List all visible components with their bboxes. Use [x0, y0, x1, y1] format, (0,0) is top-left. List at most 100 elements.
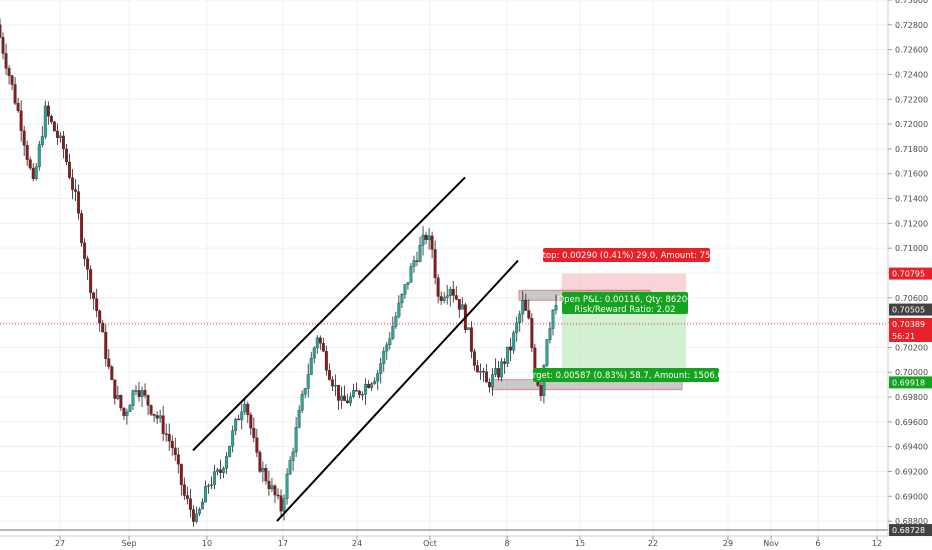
- candle-body: [291, 451, 295, 461]
- candle-body: [500, 361, 504, 378]
- channel-upper-line[interactable]: [192, 176, 466, 452]
- candle-body: [388, 338, 392, 345]
- candle-body: [551, 309, 555, 329]
- price-tag-label: 0.70389: [892, 320, 925, 329]
- pnl-label-bg: [562, 292, 688, 314]
- candle-body: [22, 130, 26, 146]
- candle-body: [409, 266, 413, 283]
- candle-body: [554, 304, 558, 311]
- candle-body: [122, 407, 126, 416]
- candle-body: [37, 144, 41, 167]
- candle-body: [412, 260, 416, 267]
- x-axis: 27 Sep 10 17 24 Oct 8 15 22 29 Nov 6 12: [0, 535, 932, 550]
- candle-body: [400, 294, 404, 304]
- candle-body: [170, 440, 174, 449]
- candle-body: [137, 390, 141, 397]
- candle-body: [58, 135, 62, 138]
- y-tick-label: 0.72200: [895, 95, 928, 104]
- x-tick-label: 17: [278, 539, 288, 548]
- candle-body: [312, 347, 316, 359]
- price-tag: 0.70389: [889, 317, 932, 330]
- candle-body: [83, 242, 87, 259]
- stop-label-bg: [543, 248, 710, 262]
- candle-body: [49, 116, 53, 122]
- x-tick-label: 10: [202, 539, 212, 548]
- candle-body: [406, 282, 410, 285]
- candle-body: [243, 403, 247, 413]
- price-tag: 0.68728: [889, 524, 932, 537]
- y-tick-label: 0.73000: [895, 0, 928, 5]
- candle-body: [361, 394, 365, 396]
- candle-body: [391, 326, 395, 339]
- candle-body: [472, 351, 476, 366]
- candle-body: [442, 297, 446, 301]
- x-tick-label: 8: [504, 539, 509, 548]
- candle-body: [394, 316, 398, 327]
- candle-body: [451, 288, 455, 296]
- price-tag-bg: [889, 376, 932, 389]
- candle-body: [65, 148, 68, 163]
- candle-body: [448, 288, 452, 297]
- candle-body: [324, 351, 328, 371]
- candle-body: [140, 390, 144, 397]
- pnl-label: Open P&L: 0.00116, Qty: 86206Risk/Reward…: [557, 292, 693, 315]
- y-tick-label: 0.70600: [895, 294, 928, 303]
- candle-body: [482, 371, 485, 373]
- candle-body: [355, 390, 359, 392]
- candle-body: [222, 468, 226, 473]
- candle-body: [252, 428, 256, 438]
- candle-body: [264, 467, 268, 482]
- y-tick-label: 0.70000: [895, 368, 928, 377]
- channel-lower-line[interactable]: [276, 259, 519, 522]
- candle-body: [418, 245, 422, 262]
- candle-body: [46, 105, 50, 117]
- candle-body: [367, 383, 371, 388]
- candle-body: [297, 410, 301, 428]
- candle-body: [7, 68, 11, 76]
- candle-body: [382, 350, 386, 364]
- candle-body: [52, 121, 56, 132]
- candle-body: [237, 418, 241, 421]
- position-labels: Stop: 0.00290 (0.41%) 29.0, Amount: 750 O…: [523, 248, 728, 382]
- candle-body: [0, 24, 2, 38]
- candle-body: [77, 191, 81, 214]
- candle-body: [161, 415, 165, 434]
- y-tick-label: 0.72000: [895, 120, 928, 129]
- candle-body: [457, 299, 461, 310]
- candle-body: [424, 234, 428, 240]
- candle-body: [92, 292, 96, 299]
- candle-body: [430, 235, 434, 250]
- candle-body: [364, 383, 368, 395]
- candle-body: [403, 284, 407, 295]
- candle-body: [10, 75, 14, 85]
- y-tick-label: 0.69600: [895, 418, 928, 427]
- candle-body: [521, 300, 525, 315]
- candle-body: [62, 135, 65, 150]
- pnl-label-text: Open P&L: 0.00116, Qty: 86206: [557, 295, 692, 305]
- stop-label-text: Stop: 0.00290 (0.41%) 29.0, Amount: 750: [537, 251, 716, 261]
- candle-body: [164, 433, 168, 435]
- candle-body: [524, 300, 528, 311]
- candle-body: [454, 295, 458, 300]
- y-tick-label: 0.72400: [895, 70, 928, 79]
- price-tag-bg: [889, 329, 932, 342]
- candle-body: [343, 395, 346, 401]
- stop-label: Stop: 0.00290 (0.41%) 29.0, Amount: 750: [537, 248, 716, 262]
- candle-body: [110, 366, 114, 380]
- candle-body: [515, 322, 519, 333]
- channel-lines[interactable]: [192, 176, 519, 522]
- candle-body: [352, 390, 355, 397]
- candle-body: [509, 346, 513, 351]
- candle-body: [379, 363, 383, 374]
- candle-body: [40, 136, 44, 145]
- candle-body: [128, 405, 132, 413]
- candle-body: [258, 452, 262, 472]
- candle-body: [176, 454, 180, 465]
- candle-body: [460, 304, 464, 310]
- candle-body: [191, 509, 195, 522]
- candle-body: [303, 388, 307, 395]
- candle-body: [113, 379, 117, 399]
- candle-body: [1, 37, 5, 54]
